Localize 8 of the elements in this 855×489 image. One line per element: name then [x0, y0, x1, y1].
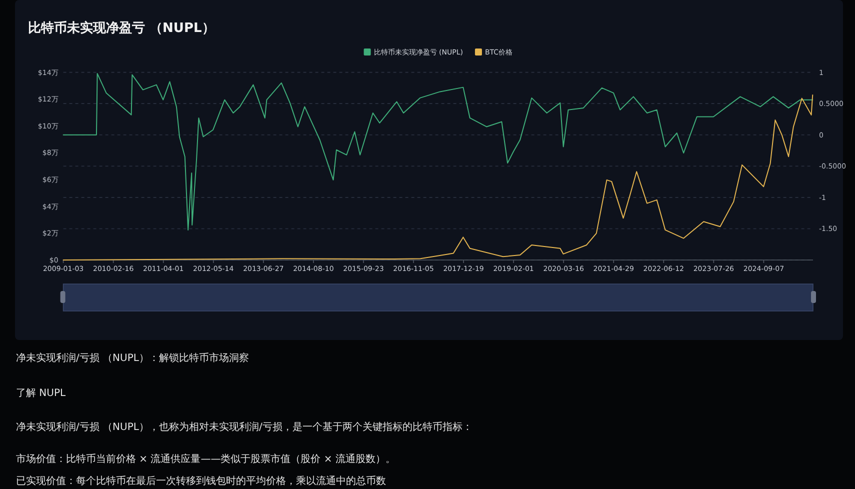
text: 了解 NUPL — [16, 388, 66, 399]
line-series — [62, 94, 814, 260]
text: 市场价值：比特币当前价格 × 流通供应量——类似于股票市值（股价 × 流通股数）。 — [16, 453, 396, 465]
text: 净未实现利润/亏损 （NUPL）：解锁比特币市场洞察 — [16, 352, 249, 364]
text: 已实现价值：每个比特币在最后一次转移到钱包时的平均价格，乘以流通中的总币数 — [16, 475, 386, 487]
text: 净未实现利润/亏损 （NUPL），也称为相对未实现利润/亏损，是一个基于两个关键指标的比特币指标： — [16, 421, 472, 433]
line-series — [62, 73, 814, 230]
chart-title: 比特币未实现净盈亏 （NUPL） — [28, 20, 215, 36]
